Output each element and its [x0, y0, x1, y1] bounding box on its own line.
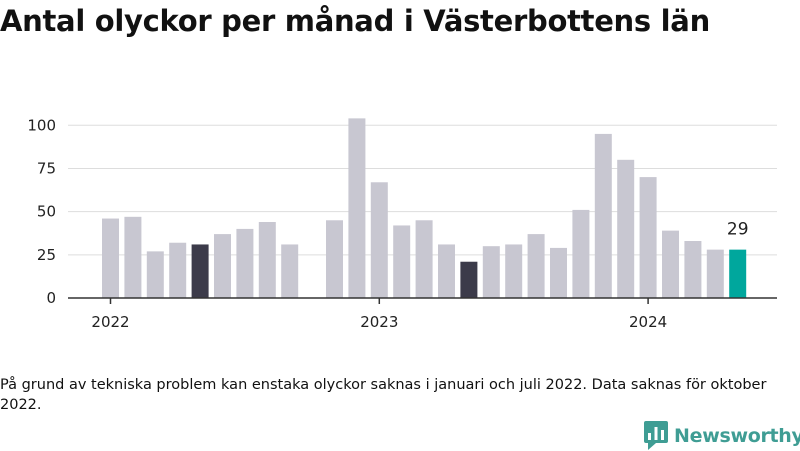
bar	[684, 241, 702, 298]
bar	[393, 225, 411, 298]
x-tick-label: 2023	[360, 313, 398, 331]
bar	[572, 209, 590, 298]
bar	[415, 220, 433, 298]
bar	[662, 230, 679, 298]
bar	[482, 246, 500, 298]
bar	[258, 222, 276, 298]
bar	[236, 228, 254, 298]
bar	[729, 249, 747, 298]
x-tick-label: 2024	[629, 313, 667, 331]
bar	[146, 251, 164, 298]
bar	[191, 244, 209, 298]
data-labels: 29	[727, 220, 749, 240]
bar	[169, 242, 187, 298]
bar	[281, 244, 299, 298]
bar	[594, 133, 612, 298]
bars	[102, 118, 747, 298]
bar	[505, 244, 523, 298]
bar	[102, 218, 119, 298]
brand-name: Newsworthy	[674, 425, 800, 447]
y-tick-label: 0	[46, 289, 56, 307]
newsworthy-logo-icon	[644, 421, 668, 450]
bar	[370, 182, 388, 298]
brand-logo: Newsworthy	[644, 421, 800, 451]
bar	[124, 216, 142, 298]
y-tick-label: 75	[37, 159, 56, 177]
x-tick-label: 2022	[91, 313, 129, 331]
y-axis-ticks: 0 25 50 75 100	[27, 116, 56, 307]
bar-chart: 0 25 50 75 100 2022 2023 2024 29	[27, 116, 777, 331]
y-tick-label: 50	[37, 203, 56, 221]
bar	[550, 247, 567, 298]
data-label: 29	[727, 220, 749, 240]
bar	[326, 220, 343, 298]
bar	[214, 234, 231, 298]
bar	[706, 249, 724, 298]
y-tick-label: 100	[27, 116, 56, 134]
y-tick-label: 25	[37, 246, 56, 264]
bar	[639, 177, 657, 298]
bar	[460, 261, 478, 298]
x-axis-ticks: 2022 2023 2024	[91, 298, 667, 331]
chart-title: Antal olyckor per månad i Västerbottens …	[0, 4, 710, 38]
bar	[348, 118, 366, 298]
footnote: På grund av tekniska problem kan enstaka…	[0, 377, 767, 413]
bar	[527, 234, 545, 298]
bar	[617, 159, 635, 298]
bar	[438, 244, 455, 298]
